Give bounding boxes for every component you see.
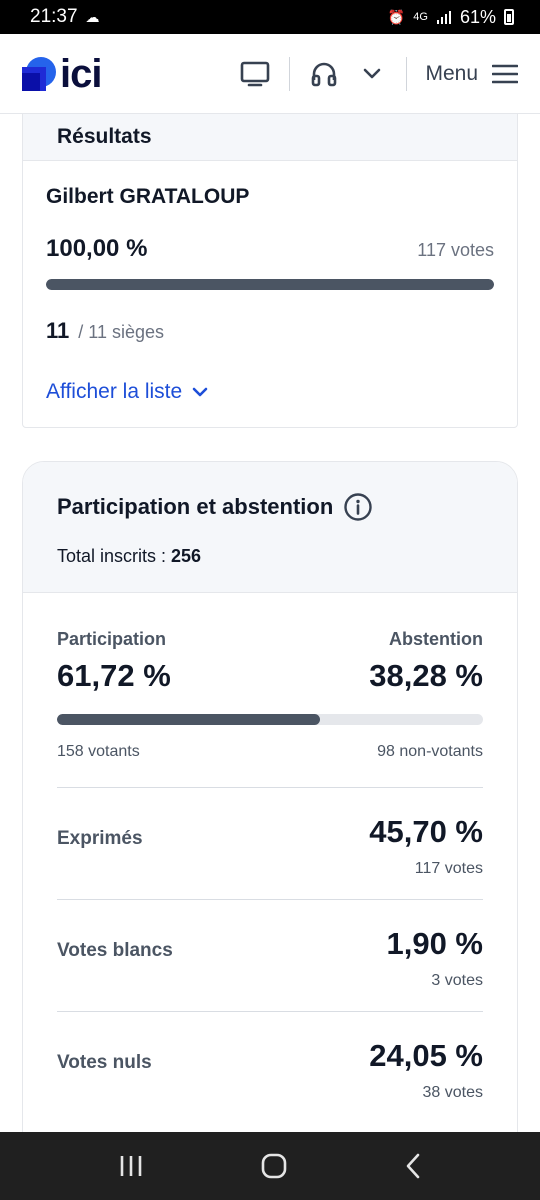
radio-button[interactable] (300, 50, 348, 98)
stat-row-expressed: Exprimés 45,70 % 117 votes (57, 787, 483, 899)
info-icon[interactable] (343, 492, 373, 522)
registered-label: Total inscrits : (57, 546, 172, 566)
battery-percent: 61% (459, 6, 496, 27)
radio-dropdown-button[interactable] (348, 50, 396, 98)
seats-total: / 11 sièges (78, 322, 165, 342)
participation-percent: 61,72 % (57, 658, 171, 693)
status-time: 21:37 (30, 6, 78, 27)
network-type: 4G (413, 11, 428, 23)
abstention-percent: 38,28 % (369, 658, 483, 693)
participation-progress-fill (57, 714, 320, 725)
results-title: Résultats (57, 125, 152, 148)
alarm-icon: ⏰ (387, 8, 406, 25)
chevron-down-icon (364, 68, 381, 78)
seats-won: 11 (46, 318, 70, 343)
status-bar: 21:37 ☁ ⏰ 4G 61% (0, 0, 540, 34)
app-header: ici Menu (0, 34, 540, 114)
stat-percent: 1,90 % (386, 926, 483, 961)
stat-label: Exprimés (57, 828, 143, 849)
signal-icon (436, 11, 451, 24)
participation-title: Participation et abstention (57, 494, 334, 519)
stat-votes: 117 votes (414, 860, 483, 877)
system-navigation-bar (0, 1132, 540, 1200)
candidate-name: Gilbert GRATALOUP (46, 185, 250, 208)
menu-label: Menu (425, 61, 478, 85)
show-list-link[interactable]: Afficher la liste (46, 380, 494, 404)
voters-count: 158 votants (57, 743, 140, 760)
participation-progress-bar (57, 714, 483, 725)
divider (406, 56, 408, 91)
ici-logo[interactable]: ici (22, 51, 102, 96)
home-icon[interactable] (261, 1153, 287, 1179)
non-voters-count: 98 non-votants (377, 743, 483, 760)
tv-icon (241, 61, 270, 86)
logo-mark-icon (22, 56, 56, 91)
hamburger-icon (492, 64, 518, 83)
divider (289, 56, 291, 91)
participation-card: Participation et abstention Total inscri… (22, 461, 518, 1132)
results-card: Résultats Gilbert GRATALOUP 100,00 % 117… (22, 114, 518, 428)
cloud-icon: ☁ (85, 8, 100, 25)
stat-votes: 3 votes (431, 972, 483, 989)
registered-total: Total inscrits : 256 (57, 546, 483, 567)
candidate-progress-bar (46, 279, 494, 290)
tv-button[interactable] (231, 50, 279, 98)
menu-button[interactable]: Menu (417, 62, 518, 86)
candidate-votes: 117 votes (417, 240, 494, 260)
stat-label: Votes nuls (57, 1052, 152, 1073)
stat-percent: 45,70 % (369, 814, 483, 849)
candidate-percent: 100,00 % (46, 235, 148, 262)
recent-apps-icon[interactable] (118, 1154, 144, 1178)
chevron-down-icon (192, 387, 208, 396)
candidate-progress-fill (46, 279, 494, 290)
stat-row-null: Votes nuls 24,05 % 38 votes (57, 1011, 483, 1123)
page-content[interactable]: Résultats Gilbert GRATALOUP 100,00 % 117… (0, 114, 540, 1132)
registered-value: 256 (171, 546, 202, 566)
show-list-label: Afficher la liste (46, 380, 183, 403)
participation-label: Participation (57, 629, 167, 649)
stat-label: Votes blancs (57, 940, 173, 961)
results-header: Résultats (23, 114, 517, 161)
abstention-label: Abstention (389, 629, 483, 649)
headphones-icon (312, 62, 337, 86)
stat-votes: 38 votes (422, 1084, 483, 1101)
stat-percent: 24,05 % (369, 1038, 483, 1073)
battery-icon (504, 9, 514, 25)
logo-text: ici (60, 51, 102, 96)
stat-row-blank: Votes blancs 1,90 % 3 votes (57, 899, 483, 1011)
participation-header: Participation et abstention Total inscri… (23, 462, 517, 593)
back-icon[interactable] (404, 1153, 422, 1179)
seats-info: 11 / 11 sièges (46, 318, 494, 344)
